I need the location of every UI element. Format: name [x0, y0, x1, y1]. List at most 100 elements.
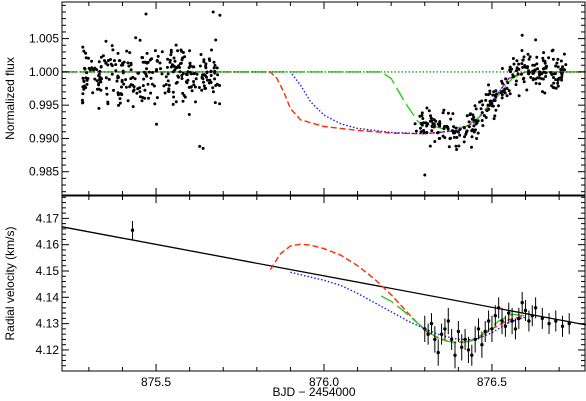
flux-point	[141, 56, 145, 60]
flux-point	[98, 69, 102, 73]
flux-point	[213, 63, 217, 67]
rv-models	[61, 226, 586, 345]
flux-point	[500, 93, 504, 97]
flux-point	[520, 49, 524, 52]
flux-point	[554, 64, 558, 68]
rv-point	[473, 337, 477, 342]
flux-point	[84, 56, 88, 60]
flux-point	[487, 107, 491, 111]
flux-point	[105, 92, 109, 96]
rv-point	[527, 319, 531, 323]
rv-point	[429, 321, 434, 326]
rv-panel: 4.12 4.13 4.14 4.15 4.16 4.17 875.5 876.0 876.5…	[3, 195, 586, 399]
rv-point	[513, 327, 518, 331]
flux-point	[528, 55, 532, 59]
rv-points	[130, 221, 571, 369]
flux-point	[171, 102, 175, 106]
flux-point	[482, 114, 486, 117]
rv-point	[453, 353, 457, 357]
flux-point	[204, 62, 208, 66]
flux-point	[534, 81, 538, 85]
flux-point	[192, 83, 196, 87]
flux-point	[430, 129, 434, 133]
rv-point	[510, 319, 514, 323]
flux-point	[434, 119, 438, 123]
flux-point	[543, 61, 547, 65]
flux-point	[192, 72, 196, 76]
flux-point	[475, 137, 479, 140]
flux-point	[467, 125, 471, 129]
flux-point	[155, 68, 159, 71]
flux-point	[91, 91, 95, 95]
light-curve-y-tick-labels: 0.985 0.990 0.995 1.000 1.005	[29, 32, 59, 179]
flux-point	[90, 66, 94, 70]
flux-point	[218, 84, 221, 87]
flux-point	[138, 95, 142, 99]
flux-point	[101, 54, 105, 58]
flux-point	[158, 61, 162, 65]
flux-point	[429, 114, 433, 118]
flux-point	[468, 113, 472, 117]
flux-point	[124, 85, 128, 89]
flux-point	[129, 63, 133, 67]
flux-point	[97, 106, 101, 110]
flux-point	[188, 61, 192, 65]
flux-point	[81, 101, 85, 104]
flux-point	[555, 61, 559, 65]
flux-point	[82, 79, 86, 83]
flux-point	[538, 82, 542, 86]
rv-point	[523, 308, 528, 313]
flux-point	[116, 76, 120, 80]
flux-point	[554, 78, 558, 82]
flux-point	[82, 49, 86, 53]
flux-point	[82, 84, 86, 88]
flux-point	[448, 137, 452, 141]
flux-point	[169, 65, 173, 69]
flux-point	[218, 102, 222, 106]
flux-point	[556, 57, 560, 61]
flux-point	[514, 79, 518, 83]
flux-point	[141, 84, 145, 88]
rv-point	[540, 316, 544, 321]
flux-point	[425, 106, 429, 110]
flux-point	[430, 116, 433, 120]
flux-point	[195, 72, 199, 76]
flux-point	[181, 91, 185, 95]
rv-y-tick-label: 4.15	[36, 264, 60, 278]
model-line-2	[290, 271, 526, 341]
flux-point	[188, 64, 192, 68]
flux-point	[138, 90, 142, 94]
flux-point	[489, 99, 493, 103]
flux-point	[552, 76, 555, 79]
flux-point	[213, 71, 217, 75]
flux-point	[517, 94, 521, 98]
flux-point	[422, 130, 426, 134]
rv-x-tick-label: 876.5	[477, 375, 507, 389]
flux-point	[81, 45, 85, 49]
flux-point	[215, 82, 219, 86]
rv-point	[476, 327, 481, 331]
flux-point	[173, 68, 177, 72]
flux-point	[564, 63, 568, 67]
flux-point	[493, 99, 497, 102]
flux-point	[470, 135, 474, 139]
light-curve-panel: 0.985 0.990 0.995 1.000 1.005 Normalized flu…	[3, 1, 586, 196]
rv-point	[460, 345, 464, 349]
flux-point	[414, 129, 418, 133]
flux-point	[430, 119, 434, 123]
flux-point	[206, 78, 209, 82]
rv-point	[567, 321, 571, 326]
flux-point	[512, 62, 516, 66]
flux-point	[165, 65, 169, 69]
flux-point	[430, 124, 434, 128]
flux-point	[474, 107, 478, 111]
rv-y-tick-label: 4.13	[36, 317, 60, 331]
flux-point	[472, 124, 476, 128]
rv-point	[497, 306, 501, 310]
flux-point	[494, 108, 498, 112]
flux-point	[536, 67, 540, 71]
flux-point	[520, 62, 524, 66]
flux-point	[560, 73, 564, 77]
flux-point	[506, 81, 510, 85]
flux-point	[504, 77, 508, 81]
